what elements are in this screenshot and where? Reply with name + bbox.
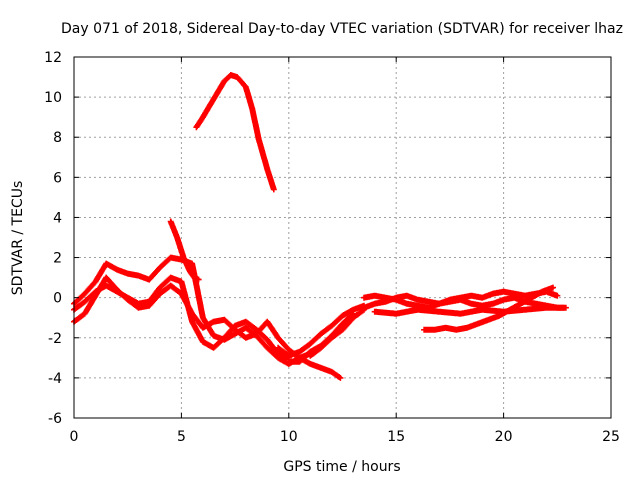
- x-tick-label: 10: [280, 429, 298, 445]
- x-tick-label: 15: [387, 429, 405, 445]
- y-tick-label: 0: [53, 291, 62, 307]
- series-arc-8: [307, 306, 367, 359]
- grid: [74, 57, 611, 418]
- x-tick-label: 20: [495, 429, 513, 445]
- series-arc-12: [421, 284, 556, 333]
- y-tick-label: 10: [44, 90, 62, 106]
- data-point-markers: [307, 306, 367, 359]
- axis-ticks: 0 5 10 15 20 25 -6 -4 -2 0 2 4 6 8 10 12: [44, 50, 620, 445]
- series-arc-6: [275, 302, 367, 359]
- data-point-markers: [193, 72, 277, 193]
- x-tick-label: 0: [70, 429, 79, 445]
- data-point-markers: [421, 284, 556, 333]
- y-tick-label: -2: [48, 331, 62, 347]
- series-arc-11: [371, 304, 567, 317]
- y-tick-label: 2: [53, 251, 62, 267]
- y-tick-label: 8: [53, 130, 62, 146]
- y-tick-label: 6: [53, 170, 62, 186]
- plot-frame: [73, 56, 612, 419]
- data-point-markers: [275, 302, 367, 359]
- data-point-markers: [167, 218, 202, 283]
- x-tick-label: 25: [602, 429, 620, 445]
- data-series: [71, 72, 569, 381]
- y-tick-label: -4: [48, 371, 62, 387]
- y-tick-label: -6: [48, 411, 62, 427]
- y-tick-label: 12: [44, 50, 62, 66]
- series-arc-5: [193, 72, 277, 193]
- data-point-markers: [371, 304, 567, 317]
- x-axis-label: GPS time / hours: [283, 459, 400, 475]
- x-tick-label: 5: [177, 429, 186, 445]
- y-tick-label: 4: [53, 210, 62, 226]
- series-arc-4: [167, 218, 202, 283]
- chart-title: Day 071 of 2018, Sidereal Day-to-day VTE…: [61, 21, 623, 37]
- y-axis-label: SDTVAR / TECUs: [10, 181, 26, 296]
